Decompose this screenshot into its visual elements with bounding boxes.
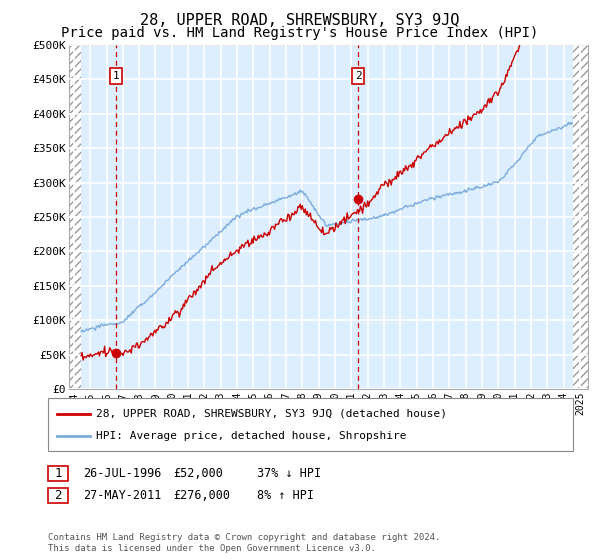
Bar <box>573 45 588 389</box>
Text: 8% ↑ HPI: 8% ↑ HPI <box>257 489 314 502</box>
Text: 2: 2 <box>54 489 62 502</box>
Text: 1: 1 <box>112 71 119 81</box>
Text: HPI: Average price, detached house, Shropshire: HPI: Average price, detached house, Shro… <box>96 431 407 441</box>
Text: 1: 1 <box>54 466 62 480</box>
Text: £52,000: £52,000 <box>173 466 223 480</box>
Text: 28, UPPER ROAD, SHREWSBURY, SY3 9JQ (detached house): 28, UPPER ROAD, SHREWSBURY, SY3 9JQ (det… <box>96 409 447 418</box>
Text: 28, UPPER ROAD, SHREWSBURY, SY3 9JQ: 28, UPPER ROAD, SHREWSBURY, SY3 9JQ <box>140 13 460 28</box>
Bar <box>69 45 81 389</box>
Text: £276,000: £276,000 <box>173 489 230 502</box>
Text: 26-JUL-1996: 26-JUL-1996 <box>83 466 161 480</box>
Text: 37% ↓ HPI: 37% ↓ HPI <box>257 466 321 480</box>
Text: Price paid vs. HM Land Registry's House Price Index (HPI): Price paid vs. HM Land Registry's House … <box>61 26 539 40</box>
Text: 27-MAY-2011: 27-MAY-2011 <box>83 489 161 502</box>
Text: 2: 2 <box>355 71 361 81</box>
Text: Contains HM Land Registry data © Crown copyright and database right 2024.
This d: Contains HM Land Registry data © Crown c… <box>48 533 440 553</box>
